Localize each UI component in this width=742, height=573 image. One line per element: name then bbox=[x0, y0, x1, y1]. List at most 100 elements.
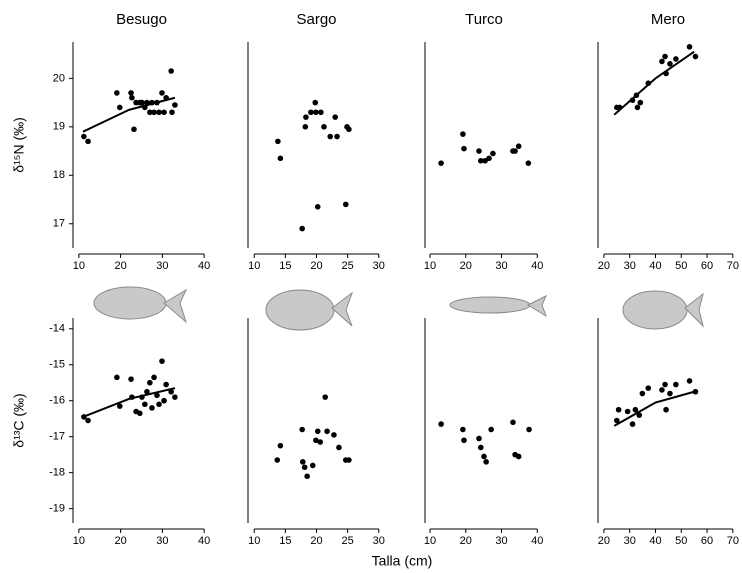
fish-turco bbox=[449, 296, 531, 314]
point bbox=[346, 126, 352, 133]
point bbox=[169, 109, 175, 116]
point bbox=[510, 419, 516, 426]
point bbox=[313, 437, 319, 444]
point bbox=[275, 138, 281, 145]
point bbox=[476, 148, 482, 154]
point bbox=[314, 428, 321, 435]
x-axis-label: Talla (cm) bbox=[372, 553, 433, 569]
point bbox=[163, 381, 169, 388]
panel: 10 20 30 40 Turco bbox=[424, 11, 544, 272]
x-tick-label: 20 bbox=[310, 260, 322, 272]
point bbox=[692, 388, 699, 395]
fit-line bbox=[613, 390, 695, 427]
point bbox=[525, 160, 532, 166]
point bbox=[308, 109, 314, 116]
panel: 10 15 20 25 30 bbox=[247, 318, 385, 547]
x-tick-label: 40 bbox=[531, 535, 543, 547]
fit-line bbox=[82, 96, 176, 133]
point bbox=[673, 381, 679, 388]
x-tick-label: 10 bbox=[73, 260, 85, 272]
point bbox=[636, 412, 643, 418]
x-tick-label: 20 bbox=[598, 535, 610, 547]
point bbox=[299, 426, 305, 433]
point bbox=[299, 225, 305, 232]
x-tick-label: 60 bbox=[701, 535, 713, 547]
point bbox=[116, 403, 123, 409]
point bbox=[301, 464, 308, 471]
x-tick-label: 25 bbox=[342, 535, 354, 547]
point bbox=[438, 421, 444, 427]
point bbox=[172, 102, 178, 108]
point bbox=[460, 131, 466, 137]
point bbox=[461, 437, 467, 444]
point bbox=[477, 444, 484, 451]
point bbox=[662, 53, 668, 60]
y-tick-label: -19 bbox=[49, 503, 65, 515]
y-tick-label: 18 bbox=[53, 169, 65, 181]
panel-title: Besugo bbox=[116, 11, 167, 28]
point bbox=[332, 114, 338, 120]
point bbox=[438, 160, 444, 166]
panel: 10 15 20 25 30 Sargo bbox=[247, 11, 385, 272]
point bbox=[692, 53, 699, 60]
point bbox=[81, 133, 87, 140]
point bbox=[151, 109, 157, 116]
point bbox=[461, 145, 467, 152]
point bbox=[137, 410, 143, 417]
point bbox=[342, 201, 349, 208]
fit-line bbox=[82, 387, 176, 418]
fish-tail bbox=[526, 294, 548, 318]
point bbox=[663, 406, 669, 413]
x-tick-label: 10 bbox=[73, 535, 85, 547]
x-tick-label: 15 bbox=[279, 535, 291, 547]
point bbox=[490, 150, 496, 157]
point bbox=[85, 138, 91, 145]
point bbox=[662, 381, 668, 388]
x-tick-label: 30 bbox=[373, 535, 385, 547]
y-tick-label: 17 bbox=[53, 218, 65, 230]
point bbox=[639, 390, 646, 397]
point bbox=[637, 99, 644, 106]
y-tick-label: -17 bbox=[49, 431, 65, 443]
point bbox=[659, 58, 665, 65]
point bbox=[147, 379, 153, 386]
panel: 10 20 30 40 bbox=[424, 318, 543, 547]
fish-tail bbox=[684, 292, 704, 328]
x-tick-label: 50 bbox=[675, 535, 687, 547]
y-tick-label: -14 bbox=[49, 323, 65, 335]
panel: 10 20 30 40 -19 -18 -17 -16 -15 -14 δ¹³C (‰) bbox=[11, 318, 210, 547]
point bbox=[277, 155, 284, 162]
point bbox=[313, 109, 319, 116]
fish-illustrations bbox=[93, 286, 704, 331]
point bbox=[483, 459, 489, 465]
point bbox=[481, 453, 487, 460]
point bbox=[128, 90, 134, 96]
point bbox=[159, 90, 165, 96]
point bbox=[632, 406, 639, 413]
point bbox=[142, 401, 148, 408]
point bbox=[151, 374, 157, 381]
point bbox=[624, 408, 631, 415]
x-tick-label: 10 bbox=[424, 260, 436, 272]
point bbox=[327, 133, 334, 140]
y-tick-label: -18 bbox=[49, 467, 65, 479]
x-tick-label: 70 bbox=[727, 260, 739, 272]
point bbox=[486, 155, 492, 162]
point bbox=[667, 390, 673, 397]
fish-besugo bbox=[93, 286, 167, 320]
x-tick-label: 20 bbox=[310, 535, 322, 547]
point bbox=[159, 358, 165, 364]
point bbox=[686, 44, 693, 50]
point bbox=[302, 124, 309, 130]
point bbox=[629, 421, 636, 427]
y-tick-label: -16 bbox=[49, 395, 65, 407]
point bbox=[324, 428, 330, 435]
point bbox=[161, 397, 167, 404]
fish-sargo bbox=[265, 289, 335, 331]
y-tick-label: 19 bbox=[53, 121, 65, 133]
point bbox=[686, 378, 693, 384]
point bbox=[318, 109, 324, 116]
point bbox=[300, 459, 306, 465]
point bbox=[515, 453, 522, 460]
